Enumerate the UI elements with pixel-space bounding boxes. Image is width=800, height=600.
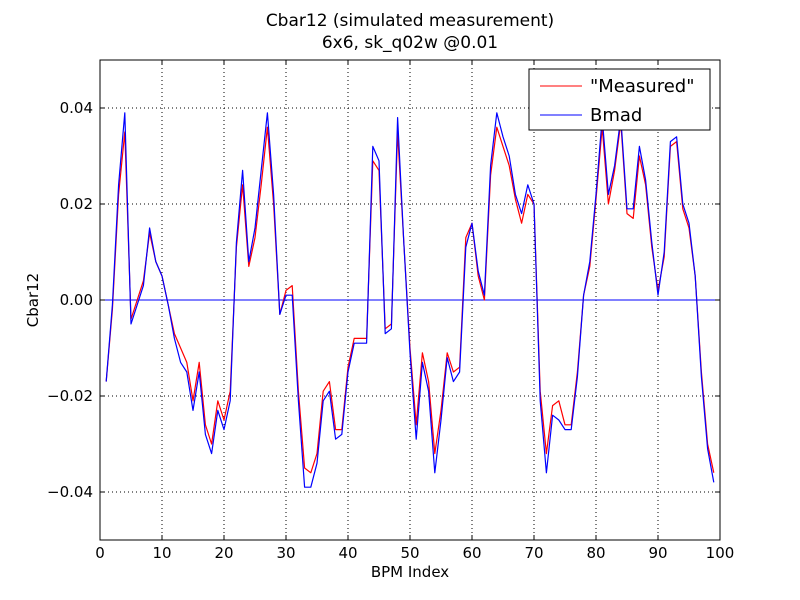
x-tick-label: 60	[462, 544, 481, 562]
y-tick-label: 0.02	[60, 195, 93, 213]
legend-label-measured: "Measured"	[590, 76, 694, 97]
y-tick-label: 0.00	[60, 291, 93, 309]
x-tick-label: 90	[648, 544, 667, 562]
x-tick-label: 80	[586, 544, 605, 562]
x-tick-label: 100	[706, 544, 735, 562]
chart-subtitle: 6x6, sk_q02w @0.01	[322, 33, 498, 53]
legend-box	[528, 68, 711, 131]
axis-ticks: 0 10 20 30 40 50 60 70 80 90 100 −0.04 −0.02 0.00 0.02…	[47, 60, 734, 562]
x-tick-label: 40	[338, 544, 357, 562]
x-tick-label: 70	[524, 544, 543, 562]
x-tick-label: 50	[400, 544, 419, 562]
series-line-bmad	[105, 112, 715, 488]
x-tick-label: 0	[95, 544, 105, 562]
x-axis-label: BPM Index	[371, 563, 449, 581]
y-axis-label: Cbar12	[24, 273, 42, 327]
chart-title: Cbar12 (simulated measurement)	[266, 11, 554, 31]
y-tick-label: −0.04	[47, 483, 93, 501]
legend-label-bmad: Bmad	[590, 105, 642, 126]
legend: "Measured" Bmad	[528, 68, 711, 131]
series-group	[105, 112, 715, 488]
x-tick-label: 30	[276, 544, 295, 562]
x-tick-label: 20	[214, 544, 233, 562]
x-tick-label: 10	[152, 544, 171, 562]
y-tick-label: 0.04	[60, 99, 93, 117]
y-tick-label: −0.02	[47, 387, 93, 405]
